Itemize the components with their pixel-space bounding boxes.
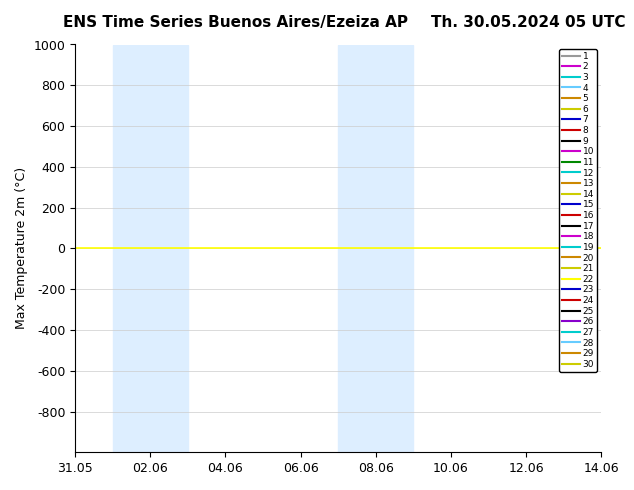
Legend: 1, 2, 3, 4, 5, 6, 7, 8, 9, 10, 11, 12, 13, 14, 15, 16, 17, 18, 19, 20, 21, 22, 2: 1, 2, 3, 4, 5, 6, 7, 8, 9, 10, 11, 12, 1… [559,49,597,371]
Text: Th. 30.05.2024 05 UTC: Th. 30.05.2024 05 UTC [431,15,626,30]
Bar [113,45,188,452]
Bar [338,45,413,452]
Text: ENS Time Series Buenos Aires/Ezeiza AP: ENS Time Series Buenos Aires/Ezeiza AP [63,15,408,30]
Y-axis label: Max Temperature 2m (°C): Max Temperature 2m (°C) [15,167,28,329]
